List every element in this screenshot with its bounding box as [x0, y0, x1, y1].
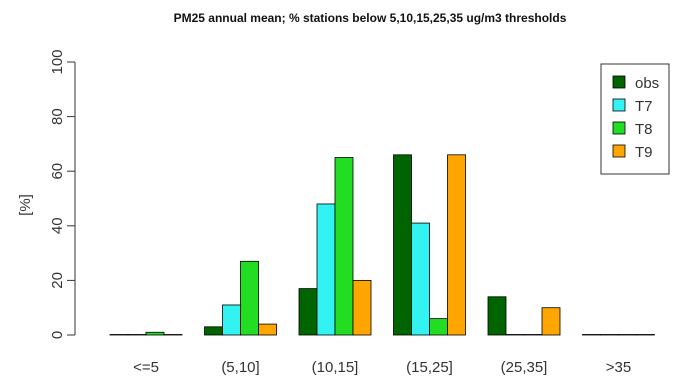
bar-T8-3	[429, 318, 448, 336]
bar-T7-3	[411, 222, 430, 336]
bar-T9-0	[163, 334, 183, 336]
bar-obs-4	[487, 296, 507, 336]
chart-title: PM25 annual mean; % stations below 5,10,…	[174, 11, 567, 25]
y-tick-label: 80	[49, 108, 66, 125]
bar-T7-1	[222, 304, 241, 336]
bar-T8-0	[145, 331, 165, 336]
legend-swatch-obs	[612, 75, 626, 89]
y-tick-label: 60	[49, 163, 66, 180]
y-tick-label: 100	[49, 49, 66, 74]
legend-label-T8: T8	[635, 121, 653, 138]
bar-T7-0	[127, 334, 147, 336]
bar-T9-5	[636, 334, 655, 336]
bar-T8-1	[240, 260, 259, 336]
x-tick-label: <=5	[133, 359, 159, 376]
bar-T7-5	[600, 334, 619, 336]
y-axis: 0 20 40 60 80 100	[49, 49, 76, 339]
bar-T8-2	[334, 157, 354, 336]
bar-T8-4	[523, 334, 543, 336]
bar-T8-5	[618, 334, 637, 336]
x-tick-label: (15,25]	[406, 359, 453, 376]
x-tick-label: (5,10]	[221, 359, 259, 376]
bar-T9-3	[447, 154, 466, 336]
y-axis-label: [%]	[17, 194, 34, 216]
y-tick-label: 20	[49, 272, 66, 289]
legend-label-T7: T7	[635, 98, 653, 115]
bar-T7-2	[316, 203, 336, 336]
bar-T9-1	[258, 323, 277, 336]
x-tick-label: (25,35]	[501, 359, 548, 376]
legend: obs T7 T8 T9	[600, 63, 670, 175]
legend-swatch-T8	[612, 121, 626, 135]
legend-swatch-T7	[612, 98, 626, 112]
bar-obs-5	[582, 334, 601, 336]
bar-T9-4	[541, 307, 561, 336]
bar-obs-2	[298, 288, 318, 336]
bar-obs-1	[204, 326, 223, 336]
y-tick-label: 0	[49, 331, 66, 339]
x-tick-label: (10,15]	[312, 359, 359, 376]
bar-obs-0	[109, 334, 129, 336]
legend-swatch-T9	[612, 144, 626, 158]
bar-T7-4	[505, 334, 525, 336]
legend-label-T9: T9	[635, 144, 653, 161]
x-axis-labels: <=5 (5,10] (10,15] (15,25] (25,35] >35	[133, 359, 631, 376]
bar-obs-3	[393, 154, 412, 336]
y-tick-label: 40	[49, 217, 66, 234]
x-tick-label: >35	[606, 359, 631, 376]
bars	[109, 154, 655, 336]
bar-T9-2	[352, 279, 372, 336]
legend-label-obs: obs	[635, 75, 659, 92]
legend-box	[600, 63, 670, 175]
